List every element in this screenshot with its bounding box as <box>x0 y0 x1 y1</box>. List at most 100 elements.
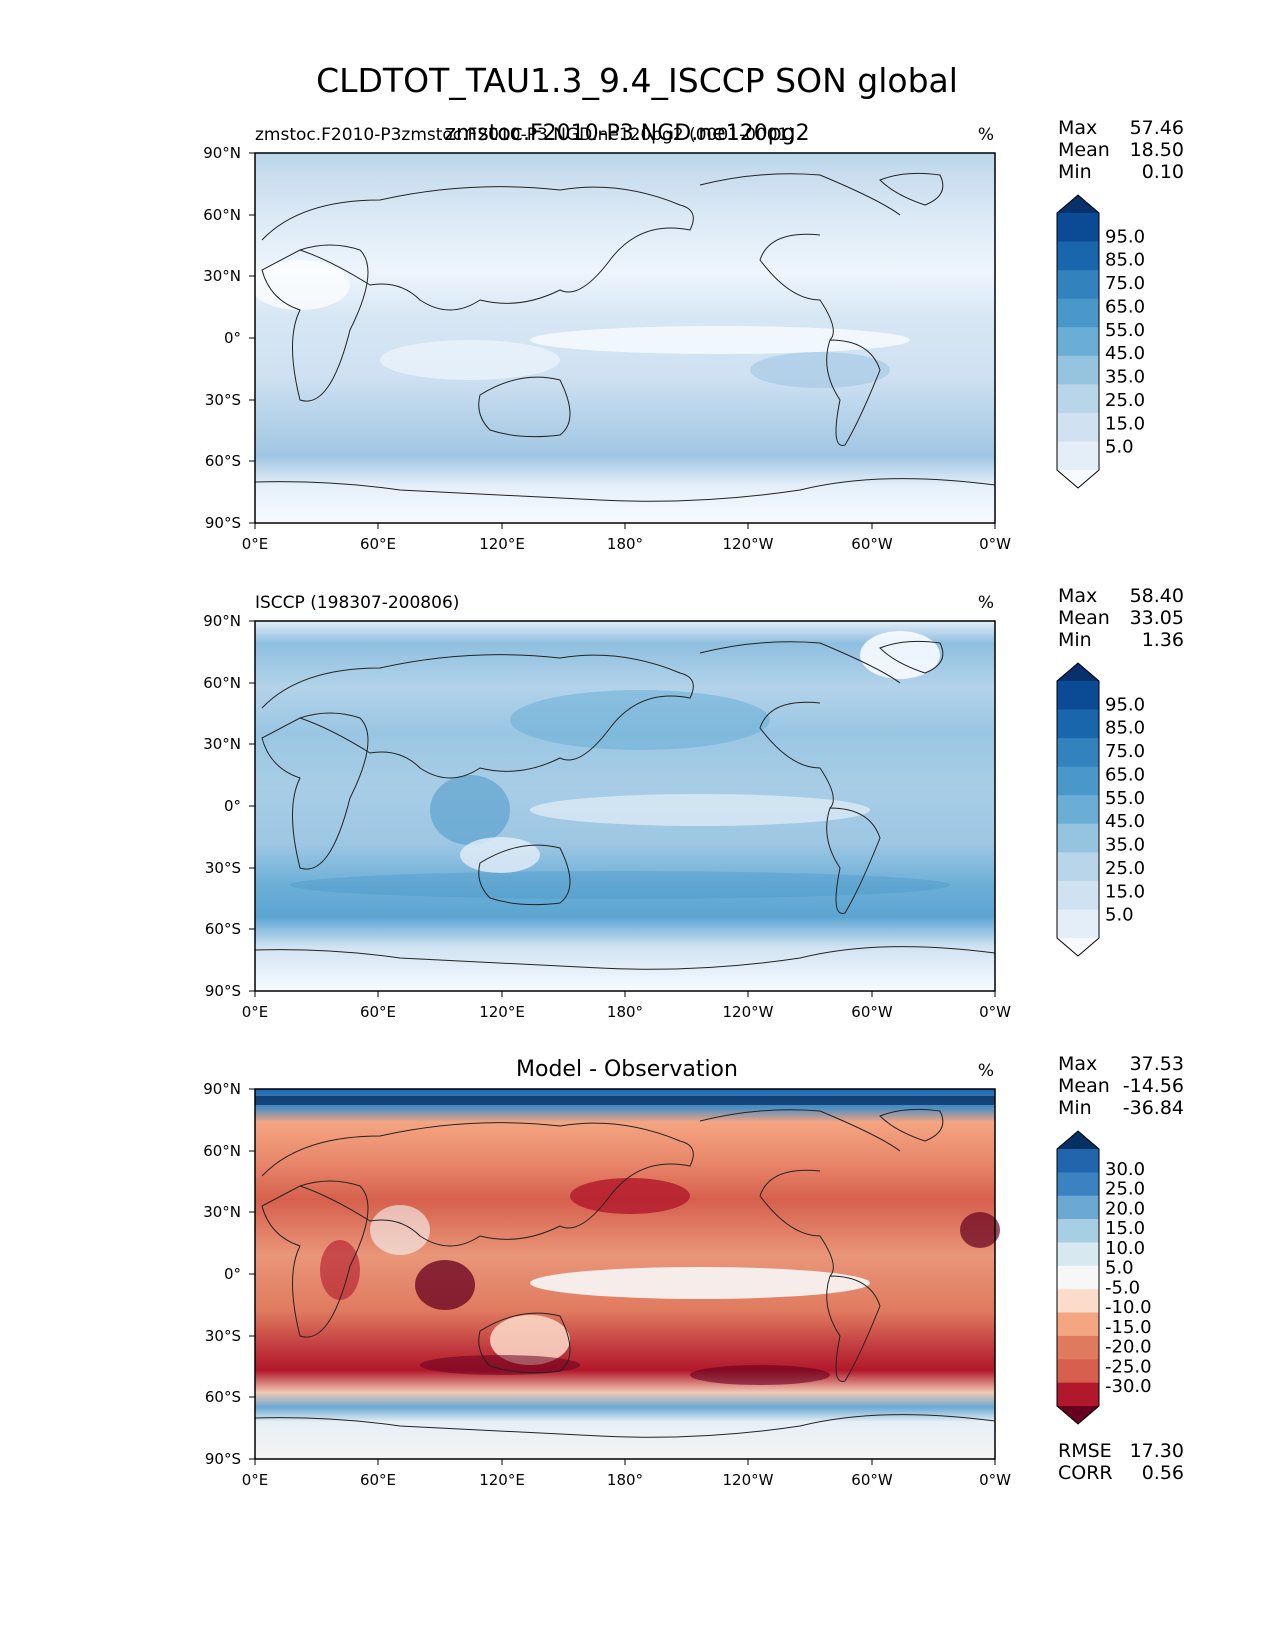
colorbar-bin <box>1057 1359 1099 1384</box>
stat-value: 57.46 <box>1130 117 1184 139</box>
colorbar-tick-label: 65.0 <box>1105 764 1145 785</box>
stat-label: Min <box>1058 1097 1092 1119</box>
colorbar-tick-label: 5.0 <box>1105 905 1134 926</box>
colorbar-bin <box>1057 709 1099 739</box>
stat-value: 37.53 <box>1130 1053 1184 1075</box>
colorbar: 95.0 85.075.065.0 55.045.0 35.025.015.0 5.0 <box>1056 194 1145 489</box>
colorbar-bin <box>1057 766 1099 796</box>
colorbar-bin <box>1057 213 1099 243</box>
lon-tick-label: 0°E <box>242 1003 269 1021</box>
stat-label: Max <box>1058 1053 1097 1075</box>
colorbar-tick-label: -30.0 <box>1105 1376 1152 1397</box>
lat-tick-label: 30°N <box>203 267 241 285</box>
lat-tick-label: 90°N <box>203 144 241 162</box>
stat-value: 18.50 <box>1130 139 1184 161</box>
panel-center-title: Model - Observation <box>516 1057 738 1082</box>
colorbar-outline <box>1056 662 1100 957</box>
colorbar-bin <box>1057 1195 1099 1220</box>
colorbar-tick-label: -25.0 <box>1105 1356 1152 1377</box>
colorbar-tick-label: 55.0 <box>1105 788 1145 809</box>
colorbar: 30.025.020.015.010.05.0-5.0-10.0-15.0-20… <box>1056 1130 1152 1425</box>
map-diff <box>254 1088 1000 1460</box>
lon-ticks: 0°E 60°E 120°E 180° 120°W 60°W 0°W <box>242 1459 1011 1489</box>
colorbar-tick-label: 75.0 <box>1105 741 1145 762</box>
colorbar-bin <box>1057 327 1099 357</box>
lon-ticks: 0°E 60°E 120°E 180° 120°W 60°W 0°W <box>242 523 1011 553</box>
lat-ticks: 90°N 60°N 30°N 0° 30°S 60°S 90°S <box>203 612 255 1000</box>
panel-units: % <box>978 1061 994 1081</box>
colorbar-bin <box>1057 1149 1099 1173</box>
colorbar: 95.0 85.075.065.0 55.045.0 35.025.015.0 5.0 <box>1056 662 1145 957</box>
lon-tick-label: 120°E <box>479 1471 525 1489</box>
lat-tick-label: 30°S <box>205 859 241 877</box>
colorbar-bin <box>1057 1172 1099 1197</box>
stats-box: Max 37.53 Mean -14.56 Min -36.84 <box>1058 1053 1184 1119</box>
colorbar-bin <box>1057 1219 1099 1243</box>
stat-value: 58.40 <box>1130 585 1184 607</box>
colorbar-bin <box>1057 241 1099 271</box>
colorbar-tick-label: 85.0 <box>1105 250 1145 271</box>
lon-tick-label: 60°W <box>851 535 893 553</box>
lat-tick-label: 30°N <box>203 1203 241 1221</box>
colorbar-tick-label: 15.0 <box>1105 413 1145 434</box>
colorbar-bin <box>1057 270 1099 300</box>
lon-tick-label: 180° <box>607 1003 643 1021</box>
colorbar-tick-label: 95.0 <box>1105 694 1145 715</box>
lat-tick-label: 60°S <box>205 1388 241 1406</box>
stat-value: 33.05 <box>1130 607 1184 629</box>
lon-tick-label: 60°W <box>851 1003 893 1021</box>
colorbar-bin <box>1057 1131 1099 1149</box>
lat-tick-label: 30°S <box>205 391 241 409</box>
colorbar-tick-label: 10.0 <box>1105 1238 1145 1259</box>
colorbar-bin <box>1057 1312 1099 1337</box>
colorbar-bin <box>1057 298 1099 328</box>
lon-tick-label: 180° <box>607 1471 643 1489</box>
stat-value: 0.10 <box>1142 161 1184 183</box>
panel-ref: ISCCP (198307-200806) % <box>203 585 1184 1021</box>
lat-tick-label: 90°S <box>205 1450 241 1468</box>
colorbar-bin <box>1057 355 1099 385</box>
colorbar-tick-label: -15.0 <box>1105 1317 1152 1338</box>
lon-tick-label: 120°W <box>723 1471 774 1489</box>
colorbar-bin <box>1057 880 1099 910</box>
lat-tick-label: 90°N <box>203 612 241 630</box>
corr-value: 0.56 <box>1142 1462 1184 1484</box>
lon-tick-label: 60°W <box>851 1471 893 1489</box>
lon-ticks: 0°E 60°E 120°E 180° 120°W 60°W 0°W <box>242 991 1011 1021</box>
colorbar-bin <box>1057 909 1099 939</box>
panel-left-title: zmstoc.F2010-P3zmstoc.F2010-P3.NGD.ne120… <box>255 125 795 145</box>
stat-value: -36.84 <box>1123 1097 1184 1119</box>
colorbar-tick-label: 5.0 <box>1105 437 1134 458</box>
lon-tick-label: 180° <box>607 535 643 553</box>
stat-value: -14.56 <box>1123 1075 1184 1097</box>
colorbar-bin <box>1057 1406 1099 1424</box>
panel-units: % <box>978 593 994 613</box>
colorbar-tick-label: 55.0 <box>1105 320 1145 341</box>
colorbar-tick-label: -10.0 <box>1105 1297 1152 1318</box>
axis-ticks: 90°N 60°N 30°N 0° 30°S 60°S 90°S 0°E 60°… <box>203 144 1011 553</box>
panel-center-title: zmstoc.F2010-P3.NGD.ne120pg2 <box>444 121 809 146</box>
colorbar-bin <box>1057 823 1099 853</box>
lon-tick-label: 0°W <box>979 1003 1011 1021</box>
colorbar-tick-label: 35.0 <box>1105 835 1145 856</box>
colorbar-tick-label: 65.0 <box>1105 296 1145 317</box>
colorbar-tick-label: 5.0 <box>1105 1258 1134 1279</box>
stats-box: Max 57.46 Mean 18.50 Min 0.10 <box>1058 117 1184 183</box>
lat-tick-label: 90°N <box>203 1080 241 1098</box>
colorbar-bin <box>1057 441 1099 471</box>
colorbar-bin <box>1057 738 1099 768</box>
colorbar-bin <box>1057 1335 1099 1360</box>
lat-tick-label: 60°N <box>203 1142 241 1160</box>
colorbar-tick-label: 30.0 <box>1105 1159 1145 1180</box>
colorbar-bin <box>1057 681 1099 711</box>
colorbar-tick-label: 25.0 <box>1105 1179 1145 1200</box>
stat-label: Min <box>1058 629 1092 651</box>
stats-box: Max 58.40 Mean 33.05 Min 1.36 <box>1058 585 1184 651</box>
stat-label: Mean <box>1058 139 1110 161</box>
figure-title: CLDTOT_TAU1.3_9.4_ISCCP SON global <box>316 61 958 100</box>
colorbar-outline <box>1056 1130 1100 1425</box>
axis-ticks: 90°N 60°N 30°N 0° 30°S 60°S 90°S 0°E 60°… <box>203 612 1011 1021</box>
colorbar-bin <box>1057 1242 1099 1267</box>
colorbar-tick-label: -5.0 <box>1105 1277 1140 1298</box>
colorbar-bin <box>1057 412 1099 442</box>
